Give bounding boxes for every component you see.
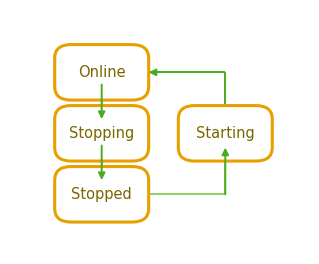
FancyBboxPatch shape	[178, 106, 272, 161]
Text: Stopping: Stopping	[69, 126, 134, 141]
FancyBboxPatch shape	[55, 106, 149, 161]
Text: Stopped: Stopped	[71, 187, 132, 202]
Text: Starting: Starting	[196, 126, 255, 141]
FancyBboxPatch shape	[55, 167, 149, 222]
FancyBboxPatch shape	[55, 45, 149, 100]
Text: Online: Online	[78, 65, 125, 80]
